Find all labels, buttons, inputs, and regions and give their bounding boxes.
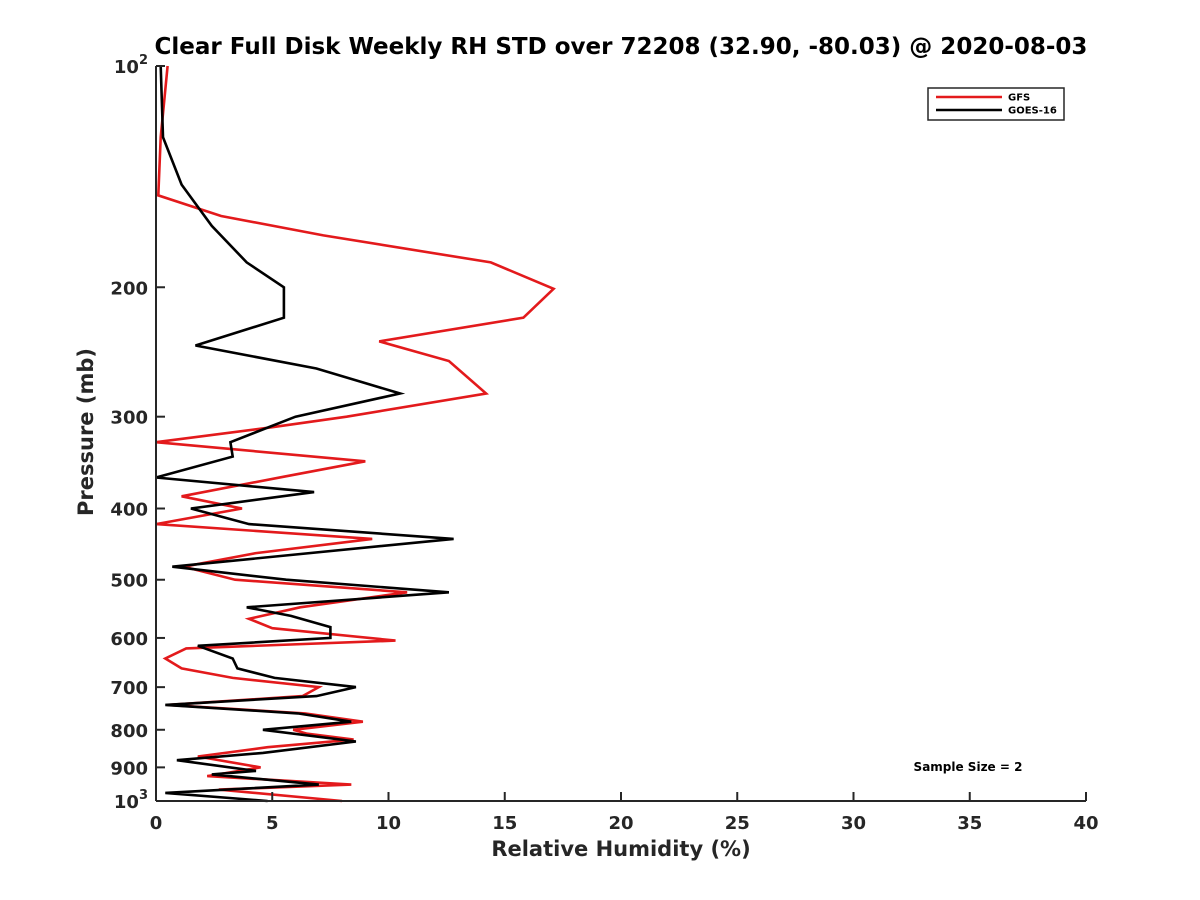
series-line-gfs	[155, 65, 556, 803]
legend: GFS GOES-16	[927, 87, 1065, 121]
y-tick-label: 300	[110, 408, 148, 429]
y-tick-label: 500	[110, 571, 148, 592]
x-axis-label: Relative Humidity (%)	[491, 837, 750, 861]
series-layer	[155, 65, 556, 803]
y-tick-label: 600	[110, 629, 148, 650]
axes-layer: 0 5 10 15 20 25 30 35 40 102 200 300 400 500 600 700 800…	[110, 53, 1098, 834]
y-tick-label: 400	[110, 500, 148, 521]
y-tick-label: 900	[110, 758, 148, 779]
y-tick-label: 700	[110, 678, 148, 699]
y-tick-label: 102	[114, 53, 148, 78]
y-tick-label: 200	[110, 278, 148, 299]
x-tick-label: 5	[266, 813, 279, 834]
y-tick-label: 800	[110, 721, 148, 742]
x-tick-label: 15	[492, 813, 517, 834]
chart-title: Clear Full Disk Weekly RH STD over 72208…	[155, 34, 1088, 60]
series-line-goes-16	[155, 65, 454, 803]
x-tick-label: 30	[841, 813, 866, 834]
x-tick-label: 40	[1073, 813, 1098, 834]
plot-area	[156, 66, 1086, 801]
x-tick-label: 25	[725, 813, 750, 834]
x-tick-label: 0	[150, 813, 163, 834]
plot-background	[156, 66, 1086, 801]
x-tick-label: 10	[376, 813, 401, 834]
legend-box	[927, 87, 1065, 121]
y-tick-label: 103	[114, 788, 148, 813]
legend-entry-label: GFS	[1008, 93, 1030, 104]
legend-entry-label: GOES-16	[1008, 106, 1057, 117]
x-tick-label: 20	[608, 813, 633, 834]
x-tick-label: 35	[957, 813, 982, 834]
sample-size-annotation: Sample Size = 2	[914, 760, 1023, 774]
y-axis-label: Pressure (mb)	[74, 348, 98, 516]
